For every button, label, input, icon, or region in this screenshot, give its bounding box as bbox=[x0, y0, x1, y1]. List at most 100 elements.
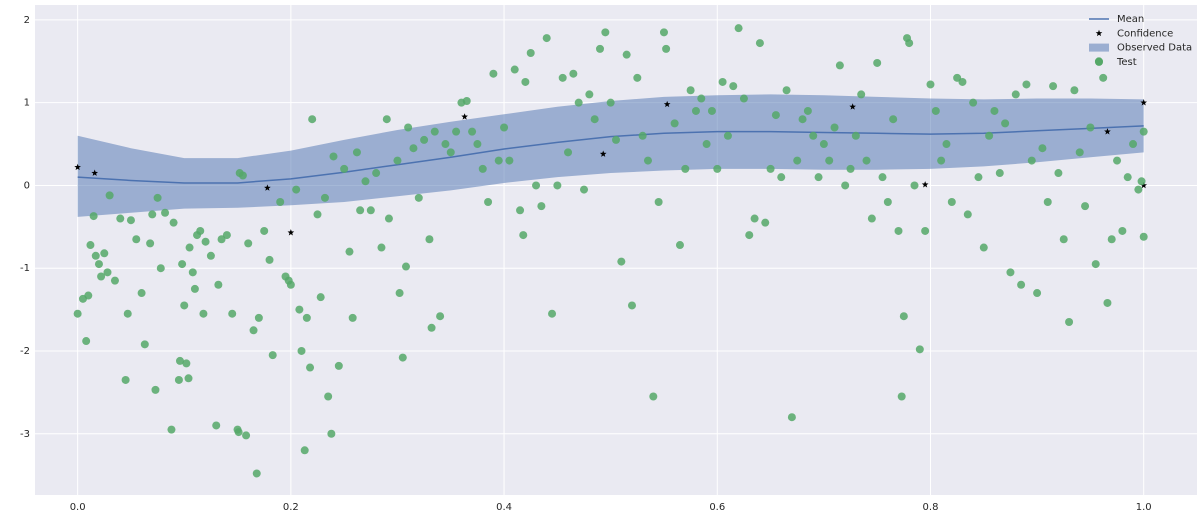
test-point bbox=[1038, 144, 1047, 153]
test-point bbox=[427, 323, 436, 332]
x-tick-label: 0.6 bbox=[709, 502, 725, 513]
test-point bbox=[622, 50, 631, 59]
test-point bbox=[718, 77, 727, 86]
test-point bbox=[548, 309, 557, 318]
confidence-band bbox=[77, 94, 1144, 217]
test-point bbox=[857, 90, 866, 99]
star-point bbox=[264, 184, 271, 191]
test-point bbox=[803, 106, 812, 115]
test-point bbox=[361, 177, 370, 186]
test-point bbox=[1070, 86, 1079, 95]
y-tick-label: 2 bbox=[24, 15, 30, 26]
legend: Mean Confidence Observed Data Test bbox=[1089, 14, 1192, 68]
test-point bbox=[873, 58, 882, 67]
test-point bbox=[617, 257, 626, 266]
test-point bbox=[252, 469, 261, 478]
test-point bbox=[569, 69, 578, 78]
test-point bbox=[910, 181, 919, 190]
test-point bbox=[846, 164, 855, 173]
test-point bbox=[327, 429, 336, 438]
legend-swatch bbox=[1095, 29, 1103, 37]
test-point bbox=[175, 356, 184, 365]
test-point bbox=[1075, 148, 1084, 157]
test-point bbox=[137, 289, 146, 298]
test-point bbox=[404, 123, 413, 132]
test-point bbox=[1043, 197, 1052, 206]
test-point bbox=[942, 140, 951, 149]
test-point bbox=[1086, 123, 1095, 132]
test-point bbox=[452, 127, 461, 136]
test-point bbox=[468, 127, 477, 136]
test-point bbox=[1129, 140, 1138, 149]
test-point bbox=[1118, 226, 1127, 235]
test-point bbox=[1027, 156, 1036, 165]
test-point bbox=[889, 115, 898, 124]
test-point bbox=[835, 61, 844, 70]
test-point bbox=[100, 249, 109, 258]
test-point bbox=[320, 193, 329, 202]
test-point bbox=[707, 106, 716, 115]
test-point bbox=[985, 131, 994, 140]
test-point bbox=[899, 312, 908, 321]
test-point bbox=[516, 206, 525, 215]
test-point bbox=[670, 119, 679, 128]
test-point bbox=[91, 251, 100, 260]
test-point bbox=[86, 241, 95, 250]
test-point bbox=[295, 305, 304, 314]
legend-swatch bbox=[1095, 57, 1103, 66]
test-point bbox=[473, 140, 482, 149]
star-point bbox=[663, 100, 671, 108]
test-point bbox=[206, 251, 215, 260]
test-point bbox=[649, 392, 658, 401]
test-point bbox=[814, 173, 823, 182]
test-point bbox=[1103, 298, 1112, 307]
test-point bbox=[675, 241, 684, 250]
test-point bbox=[521, 77, 530, 86]
test-point bbox=[681, 164, 690, 173]
test-point bbox=[1054, 169, 1063, 178]
test-point bbox=[316, 293, 325, 302]
test-point bbox=[334, 361, 343, 370]
test-point bbox=[121, 375, 130, 384]
test-point bbox=[1091, 260, 1100, 269]
test-point bbox=[580, 185, 589, 194]
test-point bbox=[931, 106, 940, 115]
test-point bbox=[894, 226, 903, 235]
y-tick-label: 1 bbox=[24, 98, 30, 109]
mean-line bbox=[77, 125, 1144, 184]
test-point bbox=[574, 98, 583, 107]
test-point bbox=[851, 131, 860, 140]
test-point bbox=[297, 346, 306, 355]
test-point bbox=[878, 173, 887, 182]
test-point bbox=[184, 374, 193, 383]
test-point bbox=[750, 214, 759, 223]
y-tick-label: 0 bbox=[24, 180, 30, 191]
test-point bbox=[809, 131, 818, 140]
test-point bbox=[1099, 73, 1108, 82]
test-point bbox=[302, 313, 311, 322]
test-point bbox=[140, 340, 149, 349]
test-point bbox=[151, 385, 160, 394]
legend-label: Confidence bbox=[1117, 28, 1173, 39]
test-point bbox=[739, 94, 748, 103]
test-point bbox=[755, 39, 764, 48]
test-point bbox=[244, 239, 253, 248]
test-point bbox=[590, 115, 599, 124]
legend-label: Mean bbox=[1117, 14, 1144, 25]
test-point bbox=[398, 353, 407, 362]
test-point bbox=[153, 193, 162, 202]
test-point bbox=[691, 106, 700, 115]
test-point bbox=[638, 131, 647, 140]
test-point bbox=[356, 206, 365, 215]
test-point bbox=[484, 197, 493, 206]
star-point bbox=[1140, 181, 1148, 189]
test-point bbox=[420, 135, 429, 144]
test-point bbox=[401, 262, 410, 271]
test-point bbox=[174, 375, 183, 384]
test-point bbox=[265, 255, 274, 264]
test-point bbox=[132, 235, 141, 244]
test-point bbox=[702, 140, 711, 149]
test-point bbox=[979, 243, 988, 252]
test-point bbox=[830, 123, 839, 132]
test-point bbox=[414, 193, 423, 202]
